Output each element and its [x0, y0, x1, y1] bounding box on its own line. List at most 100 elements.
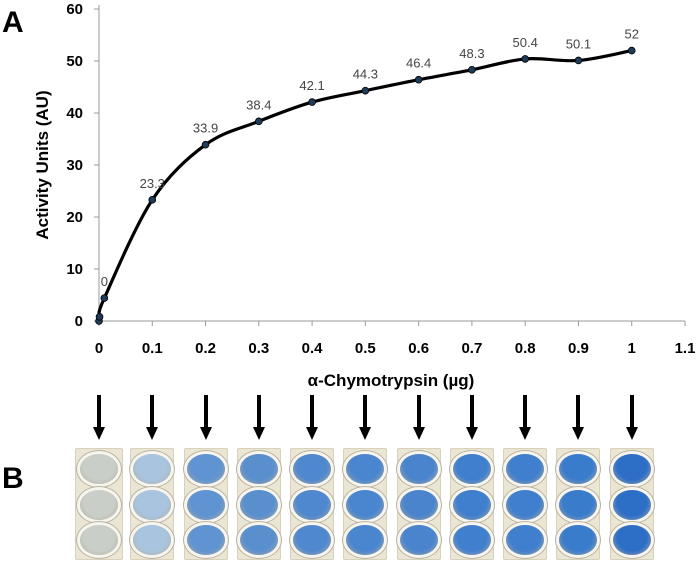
- y-tick-label: 40: [66, 105, 83, 122]
- well: [239, 454, 278, 484]
- well: [239, 525, 278, 555]
- plate-strip-panel: [0, 395, 700, 563]
- x-axis-title: α-Chymotrypsin (µg): [308, 371, 475, 390]
- x-tick-label: 0.7: [461, 340, 482, 357]
- well: [559, 525, 598, 555]
- down-arrow-icon: [572, 395, 585, 440]
- data-point: [308, 98, 316, 106]
- well: [293, 454, 332, 484]
- data-label: 42.1: [299, 78, 324, 93]
- data-point: [148, 196, 157, 204]
- plate-strip: [556, 448, 601, 560]
- well: [452, 490, 491, 520]
- data-point: [574, 56, 583, 65]
- data-label: 33.9: [193, 121, 218, 136]
- well: [186, 454, 225, 484]
- down-arrow-icon: [93, 395, 105, 440]
- well: [293, 490, 332, 520]
- x-tick-label: 0.9: [568, 340, 589, 357]
- y-tick-label: 60: [66, 1, 83, 18]
- plate-strip: [396, 448, 441, 560]
- plate-strip: [236, 448, 281, 560]
- data-point: [201, 140, 210, 149]
- x-tick-label: 0: [95, 340, 103, 357]
- data-point: [255, 117, 263, 126]
- x-tick-label: 0.8: [515, 340, 536, 357]
- well: [506, 490, 545, 520]
- well: [506, 454, 545, 484]
- data-point: [521, 55, 529, 63]
- data-point: [627, 46, 636, 55]
- data-label: 50.4: [513, 35, 538, 50]
- plate-strip: [343, 448, 388, 560]
- well: [452, 454, 491, 484]
- data-label: 48.3: [459, 46, 484, 61]
- data-point: [468, 66, 476, 74]
- well: [452, 525, 491, 555]
- well: [612, 490, 651, 520]
- well: [612, 525, 651, 555]
- plate-strip: [503, 448, 548, 560]
- data-label: 44.3: [353, 67, 378, 82]
- well: [559, 454, 598, 484]
- chart-ticks: 0 0.1 0.2 0.3 0.4 0.5 0.6 0.7 0.8 0.9 1 1.1 0 10 20 30 4…: [66, 1, 695, 357]
- well: [506, 525, 545, 555]
- down-arrow-icon: [252, 395, 265, 440]
- data-point: [100, 294, 109, 302]
- data-label: 0: [101, 274, 108, 289]
- well: [559, 490, 598, 520]
- x-tick-label: 1.1: [675, 340, 696, 357]
- well: [80, 525, 118, 555]
- down-arrow-icon: [465, 395, 478, 440]
- data-label: 50.1: [566, 36, 591, 51]
- data-label: 52: [624, 27, 638, 42]
- y-tick-label: 20: [66, 209, 83, 226]
- x-tick-label: 0.3: [248, 340, 269, 357]
- well: [346, 525, 385, 555]
- data-label: 46.4: [406, 56, 431, 71]
- chart-axes: [98, 5, 685, 322]
- plate-strip: [130, 448, 175, 560]
- y-tick-label: 50: [66, 53, 83, 70]
- x-tick-label: 0.6: [408, 340, 429, 357]
- panel-label-a: A: [2, 6, 24, 39]
- x-tick-label: 0.1: [142, 340, 163, 357]
- y-tick-label: 0: [75, 313, 83, 330]
- data-label: 23.3: [140, 176, 165, 191]
- well: [239, 490, 278, 520]
- down-arrow-icon: [519, 395, 532, 440]
- down-arrow-icon: [625, 395, 638, 440]
- well: [133, 490, 172, 520]
- chart-data-labels: 0 23.3 33.9 38.4 42.1 44.3 46.4 48.3 50.4 50.1 52: [101, 27, 639, 290]
- down-arrow-icon: [412, 395, 425, 440]
- x-tick-label: 0.2: [195, 340, 216, 357]
- plate-strip: [290, 448, 335, 560]
- well: [399, 454, 438, 484]
- well: [293, 525, 332, 555]
- plate-strip: [75, 448, 123, 560]
- chart-points: [95, 46, 636, 325]
- plate-strip: [183, 448, 228, 560]
- down-arrow-icon: [146, 395, 159, 440]
- plate-strip: [449, 448, 494, 560]
- well: [346, 454, 385, 484]
- activity-chart: 0 0.1 0.2 0.3 0.4 0.5 0.6 0.7 0.8 0.9 1 1.1 0 10 20 30 4…: [33, 1, 695, 390]
- well: [80, 454, 118, 484]
- plate-strip: [609, 448, 654, 560]
- data-point: [95, 313, 104, 321]
- well: [399, 525, 438, 555]
- well: [612, 454, 651, 484]
- y-axis-title: Activity Units (AU): [33, 90, 52, 239]
- x-tick-label: 0.4: [302, 340, 324, 357]
- well: [399, 490, 438, 520]
- down-arrow-icon: [359, 395, 372, 440]
- well: [346, 490, 385, 520]
- data-point: [361, 86, 370, 95]
- x-tick-label: 1: [628, 340, 636, 357]
- panel-label-b: B: [2, 462, 24, 495]
- well: [186, 490, 225, 520]
- y-tick-label: 10: [66, 261, 83, 278]
- down-arrow-icon: [306, 395, 319, 440]
- down-arrow-icon: [199, 395, 212, 440]
- y-tick-label: 30: [66, 157, 83, 174]
